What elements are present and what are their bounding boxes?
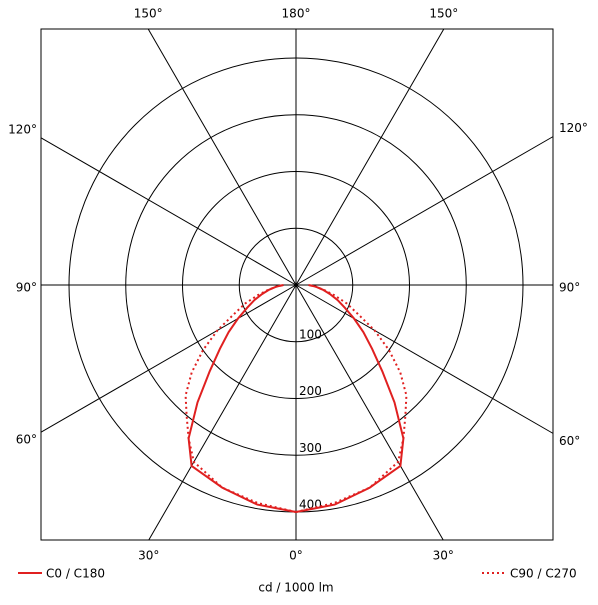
spoke — [147, 28, 297, 286]
angle-label: 180° — [282, 7, 311, 21]
angle-label: 60° — [559, 434, 580, 448]
legend-label: C0 / C180 — [46, 567, 105, 581]
angle-label: 30° — [433, 549, 454, 563]
legend-label: C90 / C270 — [510, 567, 577, 581]
spoke — [40, 137, 297, 286]
intensity-curve — [184, 284, 297, 513]
angle-label: 90° — [559, 281, 580, 295]
spoke — [295, 284, 554, 434]
spoke — [295, 284, 444, 541]
radial-label: 200 — [299, 384, 322, 398]
angle-label: 120° — [559, 121, 588, 135]
spoke — [148, 284, 297, 541]
angle-label: 120° — [8, 122, 37, 136]
angle-label: 90° — [16, 281, 37, 295]
intensity-curve — [295, 284, 408, 513]
angle-label: 30° — [138, 549, 159, 563]
radial-label: 100 — [299, 327, 322, 341]
angle-label: 150° — [134, 7, 163, 21]
axis-label: cd / 1000 lm — [258, 581, 333, 595]
spoke — [40, 284, 297, 433]
angle-label: 60° — [16, 433, 37, 447]
angle-label: 0° — [289, 549, 303, 563]
intensity-curve — [187, 284, 297, 513]
intensity-curve — [295, 284, 405, 513]
angle-label: 150° — [429, 7, 458, 21]
spoke — [295, 28, 445, 286]
spoke — [295, 136, 554, 286]
radial-label: 300 — [299, 441, 322, 455]
